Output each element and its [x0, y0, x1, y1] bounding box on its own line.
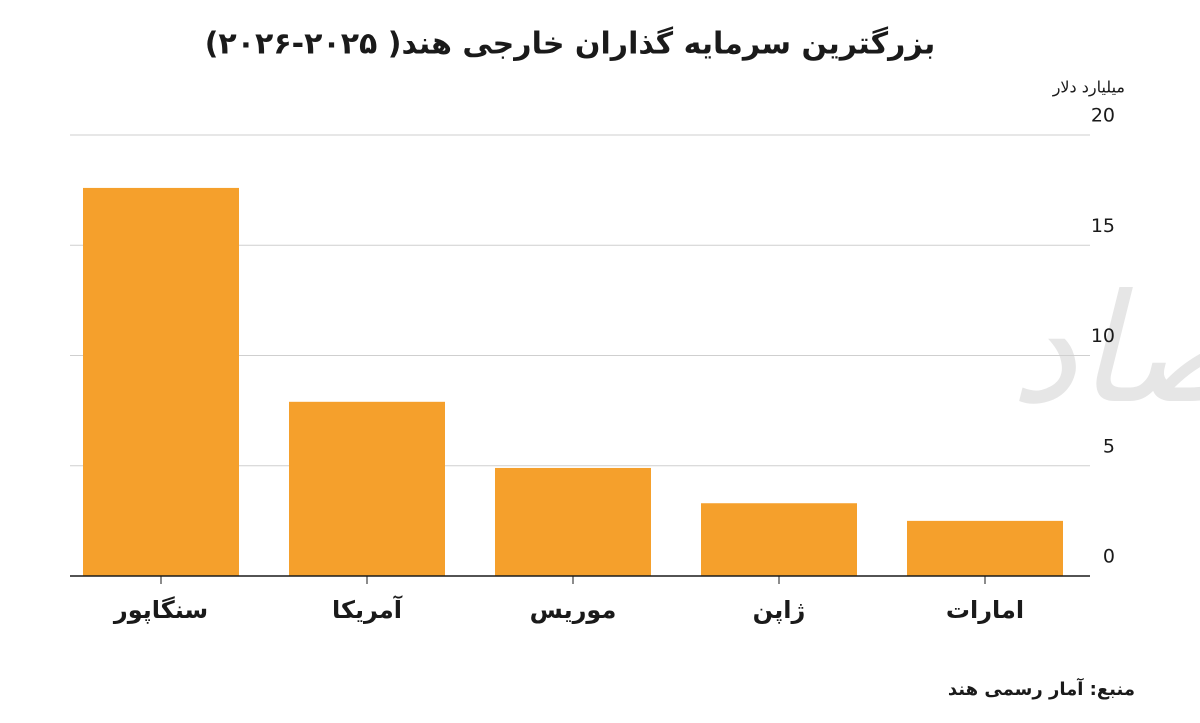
x-tick-label: سنگاپور: [113, 596, 208, 624]
watermark: دنیای اقتصاد: [1010, 263, 1200, 437]
x-tick-label: امارات: [946, 596, 1024, 624]
chart-title: بزرگترین سرمایه گذاران خارجی هند( ۲۰۲۵-۲…: [205, 26, 936, 62]
y-tick-label: 5: [1103, 435, 1115, 457]
bar: [907, 520, 1063, 576]
y-tick-label: 15: [1091, 215, 1115, 237]
bar: [495, 467, 651, 576]
bar: [289, 401, 445, 576]
y-tick-label: 20: [1091, 105, 1115, 127]
source: منبع: آمار رسمی هند: [948, 677, 1135, 700]
y-tick-label: 0: [1103, 546, 1115, 568]
x-tick-label: آمریکا: [332, 595, 403, 624]
bar: [701, 503, 857, 576]
y-axis-label: میلیارد دلار: [1052, 78, 1125, 98]
x-tick-label: ژاپن: [753, 596, 806, 624]
y-tick-label: 10: [1091, 325, 1115, 347]
x-tick-label: موریس: [530, 596, 617, 624]
bar: [83, 187, 239, 577]
